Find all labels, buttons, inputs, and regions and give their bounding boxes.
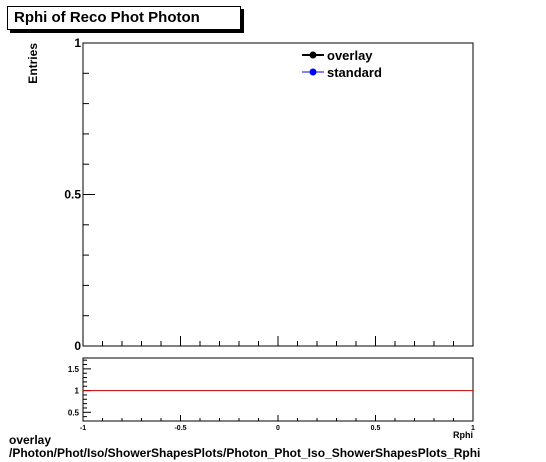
ratio-plot-frame — [82, 357, 474, 422]
ratio-x-tick-label: -1 — [80, 425, 86, 432]
chart-title: Rphi of Reco Phot Photon — [14, 9, 200, 26]
legend-marker-overlay — [309, 51, 317, 59]
ratio-y-tick-label: 1.5 — [68, 365, 80, 374]
footer-path: /Photon/Phot/Iso/ShowerShapesPlots/Photo… — [9, 446, 481, 460]
ratio-x-tick-label: 0.5 — [371, 425, 381, 432]
legend-label-overlay: overlay — [327, 48, 373, 63]
ratio-x-tick-label: 1 — [471, 425, 475, 432]
main-y-axis-label: Entries — [26, 43, 40, 84]
main-y-tick-label: 1 — [74, 36, 81, 50]
footer-label: overlay — [9, 433, 52, 447]
ratio-y-tick-label: 1 — [75, 387, 80, 396]
main-plot-frame — [82, 42, 474, 347]
ratio-x-tick-label: 0 — [276, 425, 280, 432]
legend-label-standard: standard — [327, 65, 382, 80]
ratio-y-tick-label: 0.5 — [68, 408, 80, 417]
ratio-x-axis-label: Rphi — [453, 430, 473, 440]
legend-marker-standard — [309, 68, 317, 76]
ratio-x-tick-label: -0.5 — [174, 425, 186, 432]
main-y-tick-label: 0.5 — [64, 188, 81, 202]
chart-title-box: Rphi of Reco Phot Photon — [7, 6, 241, 30]
main-y-tick-label: 0 — [74, 339, 81, 353]
